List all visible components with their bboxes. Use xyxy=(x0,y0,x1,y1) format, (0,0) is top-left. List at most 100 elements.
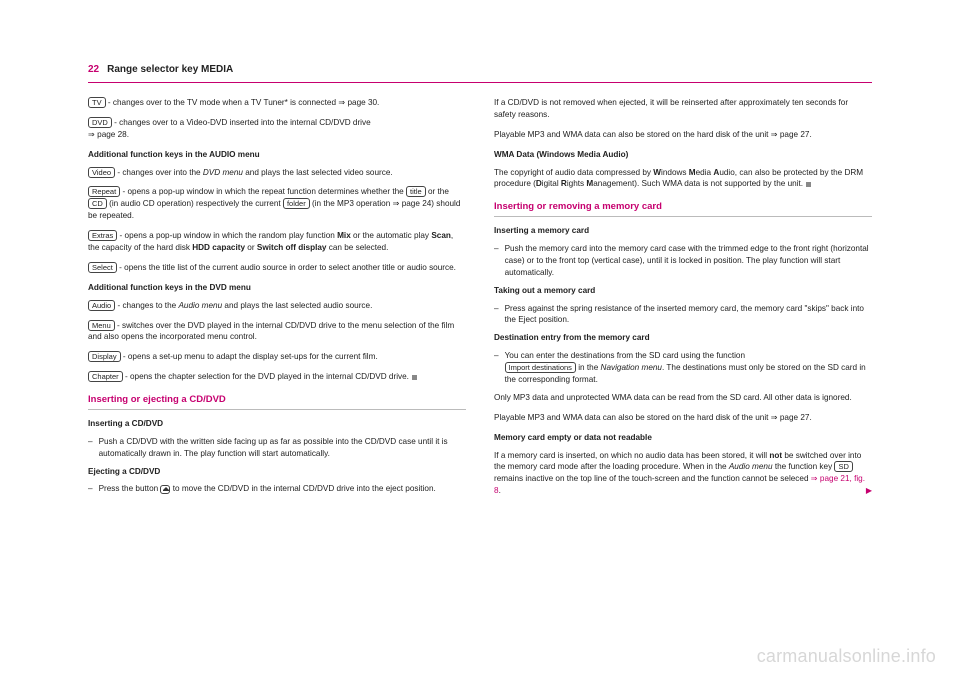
wma-f: ights xyxy=(567,179,587,188)
repeat-c: (in audio CD operation) respectively the… xyxy=(107,199,283,208)
bullet-dash: – xyxy=(88,483,93,495)
bullet-dash: – xyxy=(88,436,93,460)
continue-icon: ▶ xyxy=(866,485,872,497)
ejcd-b: to move the CD/DVD in the internal CD/DV… xyxy=(170,484,435,493)
repeat-line: Repeat - opens a pop-up window in which … xyxy=(88,186,466,222)
wma-b: indows xyxy=(661,168,689,177)
heading-wma: WMA Data (Windows Media Audio) xyxy=(494,149,872,161)
harddisk-note-2: Playable MP3 and WMA data can also be st… xyxy=(494,412,872,424)
repeat-b: or the xyxy=(426,187,449,196)
menu-text: - switches over the DVD played in the in… xyxy=(88,321,454,342)
insert-mem-bullet: – Push the memory card into the memory c… xyxy=(494,243,872,279)
section-end-icon xyxy=(806,182,811,187)
audio-line: Audio - changes to the Audio menu and pl… xyxy=(88,300,466,312)
heading-insert-cd: Inserting or ejecting a CD/DVD xyxy=(88,393,466,410)
dvd-line: DVD - changes over to a Video-DVD insert… xyxy=(88,117,466,141)
tv-key: TV xyxy=(88,97,106,108)
eject-cd-text: Press the button to move the CD/DVD in t… xyxy=(99,483,436,495)
chapter-key: Chapter xyxy=(88,371,123,382)
wma-a: The copyright of audio data compressed b… xyxy=(494,168,653,177)
bullet-dash: – xyxy=(494,243,499,279)
extras-mix: Mix xyxy=(337,231,351,240)
take-mem-text: Press against the spring resistance of t… xyxy=(505,303,872,327)
audio-key: Audio xyxy=(88,300,115,311)
insert-cd-bullet: – Push a CD/DVD with the written side fa… xyxy=(88,436,466,460)
reinsert-note: If a CD/DVD is not removed when ejected,… xyxy=(494,97,872,121)
repeat-a: - opens a pop-up window in which the rep… xyxy=(120,187,406,196)
dest-text: You can enter the destinations from the … xyxy=(505,350,872,386)
video-line: Video - changes over into the DVD menu a… xyxy=(88,167,466,179)
extras-hdd: HDD capacity xyxy=(192,243,245,252)
repeat-key: Repeat xyxy=(88,186,120,197)
dest-a: You can enter the destinations from the … xyxy=(505,351,745,360)
insert-cd-text: Push a CD/DVD with the written side faci… xyxy=(99,436,466,460)
import-dest-key: Import destinations xyxy=(505,362,576,373)
sd-key: SD xyxy=(834,461,852,472)
display-line: Display - opens a set-up menu to adapt t… xyxy=(88,351,466,363)
heading-dvd-keys: Additional function keys in the DVD menu xyxy=(88,282,466,294)
extras-off: Switch off display xyxy=(257,243,327,252)
heading-audio-keys: Additional function keys in the AUDIO me… xyxy=(88,149,466,161)
empty-not: not xyxy=(769,451,782,460)
extras-key: Extras xyxy=(88,230,117,241)
audio-text: - changes to the Audio menu and plays th… xyxy=(115,301,372,310)
header-rule xyxy=(88,82,872,83)
cd-key: CD xyxy=(88,198,107,209)
select-text: - opens the title list of the current au… xyxy=(117,263,456,272)
content-columns: TV - changes over to the TV mode when a … xyxy=(88,97,872,505)
heading-insert-mem: Inserting a memory card xyxy=(494,225,872,237)
mp3-note: Only MP3 data and unprotected WMA data c… xyxy=(494,392,872,404)
right-column: If a CD/DVD is not removed when ejected,… xyxy=(494,97,872,505)
display-key: Display xyxy=(88,351,121,362)
ejcd-a: Press the button xyxy=(99,484,161,493)
dvd-key: DVD xyxy=(88,117,112,128)
eject-icon xyxy=(160,485,170,494)
bullet-dash: – xyxy=(494,303,499,327)
select-line: Select - opens the title list of the cur… xyxy=(88,262,466,274)
wma-c: edia xyxy=(696,168,714,177)
heading-empty-card: Memory card empty or data not readable xyxy=(494,432,872,444)
dest-bullet: – You can enter the destinations from th… xyxy=(494,350,872,386)
extras-line: Extras - opens a pop-up window in which … xyxy=(88,230,466,254)
extras-e: can be selected. xyxy=(326,243,388,252)
eject-cd-bullet: – Press the button to move the CD/DVD in… xyxy=(88,483,466,495)
video-text: - changes over into the DVD menu and pla… xyxy=(115,168,393,177)
wma-e: igital xyxy=(542,179,561,188)
extras-b: or the automatic play xyxy=(351,231,432,240)
watermark: carmanualsonline.info xyxy=(757,646,936,667)
menu-line: Menu - switches over the DVD played in t… xyxy=(88,320,466,344)
video-key: Video xyxy=(88,167,115,178)
wma-text: The copyright of audio data compressed b… xyxy=(494,167,872,191)
heading-dest-entry: Destination entry from the memory card xyxy=(494,332,872,344)
title-key: title xyxy=(406,186,426,197)
display-text: - opens a set-up menu to adapt the displ… xyxy=(121,352,378,361)
wma-g: anagement). Such WMA data is not support… xyxy=(593,179,803,188)
insert-mem-text: Push the memory card into the memory car… xyxy=(505,243,872,279)
section-end-icon xyxy=(412,375,417,380)
tv-text-b: ⇒ page 30. xyxy=(338,98,379,107)
extras-scan: Scan xyxy=(431,231,451,240)
left-column: TV - changes over to the TV mode when a … xyxy=(88,97,466,505)
empty-card-text: If a memory card is inserted, on which n… xyxy=(494,450,872,498)
bullet-dash: – xyxy=(494,350,499,386)
extras-d: or xyxy=(245,243,257,252)
dvd-text-a: - changes over to a Video-DVD inserted i… xyxy=(112,118,371,127)
harddisk-note-1: Playable MP3 and WMA data can also be st… xyxy=(494,129,872,141)
header-title: Range selector key MEDIA xyxy=(107,64,233,75)
extras-a: - opens a pop-up window in which the ran… xyxy=(117,231,337,240)
heading-ejecting-cd: Ejecting a CD/DVD xyxy=(88,466,466,478)
chapter-line: Chapter - opens the chapter selection fo… xyxy=(88,371,466,383)
heading-memory-card: Inserting or removing a memory card xyxy=(494,200,872,217)
menu-key: Menu xyxy=(88,320,115,331)
page-number: 22 xyxy=(88,64,99,75)
take-mem-bullet: – Press against the spring resistance of… xyxy=(494,303,872,327)
tv-text-a: - changes over to the TV mode when a TV … xyxy=(106,98,339,107)
empty-a: If a memory card is inserted, on which n… xyxy=(494,451,769,460)
select-key: Select xyxy=(88,262,117,273)
heading-inserting-cd: Inserting a CD/DVD xyxy=(88,418,466,430)
page-header: 22 Range selector key MEDIA xyxy=(88,64,872,78)
dvd-text-b: ⇒ page 28. xyxy=(88,130,129,139)
empty-c: remains inactive on the top line of the … xyxy=(494,474,811,483)
chapter-text: - opens the chapter selection for the DV… xyxy=(123,372,409,381)
tv-line: TV - changes over to the TV mode when a … xyxy=(88,97,466,109)
